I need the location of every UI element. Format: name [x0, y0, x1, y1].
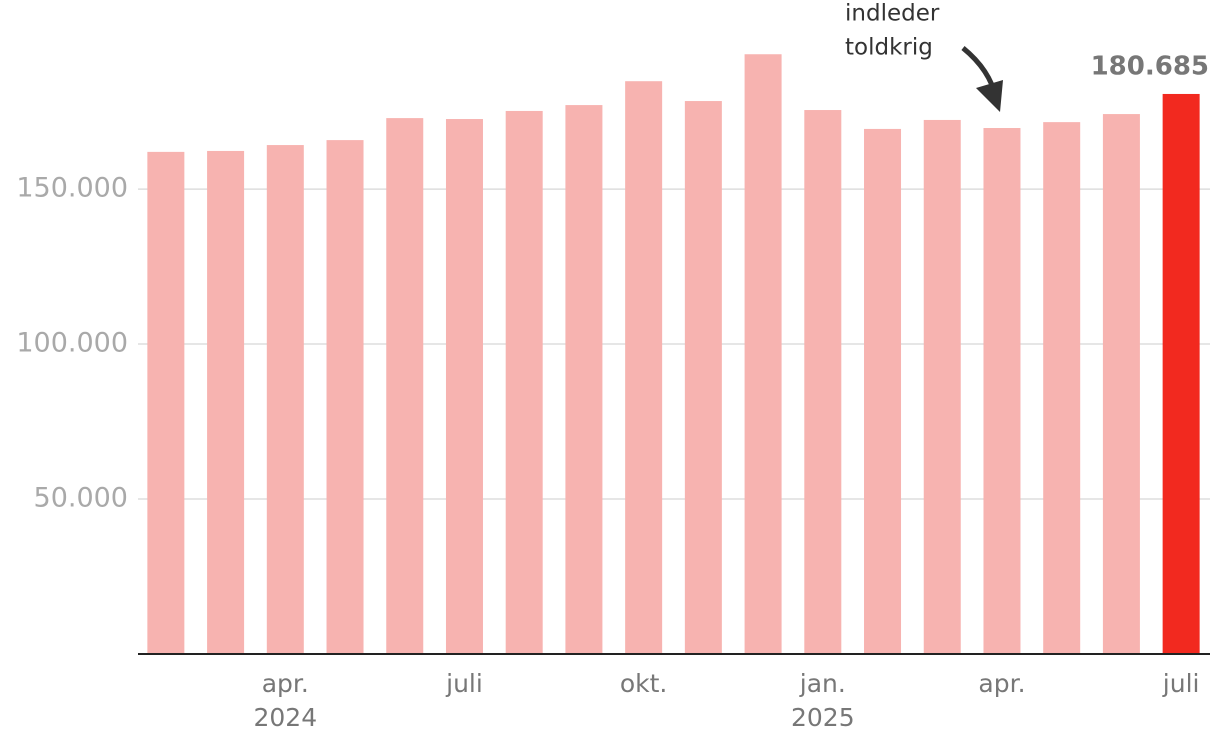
x-tick-label: apr.	[262, 669, 309, 698]
x-year-label: 2024	[253, 703, 317, 732]
bar	[505, 110, 543, 655]
bar	[744, 54, 782, 655]
bar	[1102, 114, 1140, 654]
x-tick-label: okt.	[620, 669, 668, 698]
bar	[207, 150, 245, 655]
annotation: indleder	[845, 1, 940, 27]
bar	[684, 101, 722, 654]
y-tick-label: 150.000	[16, 173, 128, 204]
bar	[1162, 93, 1200, 654]
bar	[147, 151, 185, 654]
x-year-label: 2025	[791, 703, 855, 732]
bar	[625, 81, 663, 654]
annotation: toldkrig	[845, 35, 933, 61]
bar	[326, 140, 364, 654]
x-tick-label: juli	[445, 669, 483, 698]
annotation-arrowhead	[976, 80, 1003, 112]
bar	[923, 119, 961, 654]
bar	[386, 118, 424, 655]
bar	[445, 119, 483, 655]
bar	[864, 128, 902, 654]
y-tick-label: 100.000	[16, 328, 128, 359]
x-tick-label: jan.	[799, 669, 846, 698]
y-tick-label: 50.000	[34, 483, 128, 514]
value-label: 180.685	[1091, 51, 1209, 81]
x-tick-label: juli	[1162, 669, 1200, 698]
bar	[266, 145, 304, 655]
x-tick-label: apr.	[978, 669, 1025, 698]
bar	[1043, 122, 1081, 654]
bar	[565, 105, 603, 655]
bar	[983, 128, 1021, 654]
bar	[804, 110, 842, 654]
